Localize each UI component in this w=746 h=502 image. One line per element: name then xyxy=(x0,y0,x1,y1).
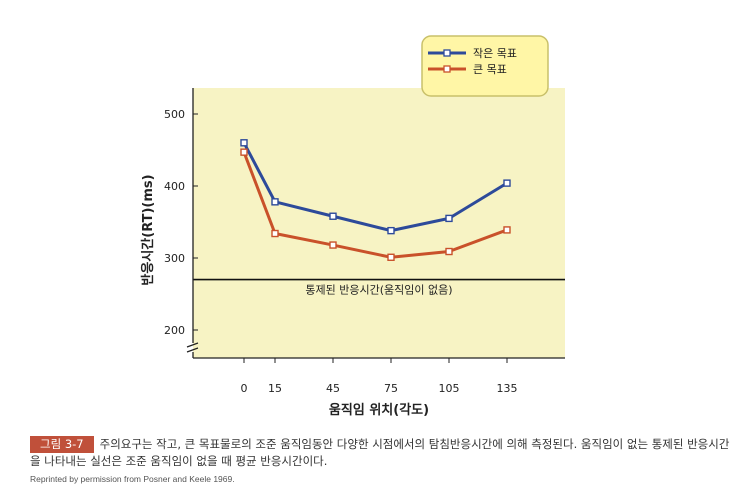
figure-label: 그림 3-7 xyxy=(30,436,94,453)
data-point xyxy=(445,214,453,223)
axis-break-mark xyxy=(186,342,199,353)
data-point xyxy=(271,229,279,238)
x-tick-label: 15 xyxy=(268,382,282,395)
y-axis-label: 반응시간(RT)(ms) xyxy=(140,174,156,285)
figure-caption: 그림 3-7 주의요구는 작고, 큰 목표물로의 조준 움직임동안 다양한 시점에… xyxy=(30,436,730,470)
legend-marker xyxy=(443,65,451,73)
data-point xyxy=(387,253,395,261)
reference-line-label: 통제된 반응시간(움직임이 없음) xyxy=(305,284,452,297)
x-tick-label: 0 xyxy=(241,382,248,395)
legend-label: 작은 목표 xyxy=(473,47,517,60)
x-tick-label: 105 xyxy=(439,382,460,395)
credit-text: Reprinted by permission from Posner and … xyxy=(30,474,235,484)
x-axis-label: 움직임 위치(각도) xyxy=(329,402,429,418)
y-tick-label: 200 xyxy=(164,324,185,337)
y-tick-label: 400 xyxy=(164,180,185,193)
data-point xyxy=(329,212,337,220)
legend-marker xyxy=(443,49,451,57)
data-point xyxy=(240,148,248,156)
data-point xyxy=(240,139,248,147)
plot-background xyxy=(193,88,565,358)
data-point xyxy=(271,198,279,206)
data-point xyxy=(445,247,453,256)
series-line-1 xyxy=(242,151,508,259)
x-tick-label: 75 xyxy=(384,382,398,395)
data-point xyxy=(387,226,395,235)
caption-text: 주의요구는 작고, 큰 목표물로의 조준 움직임동안 다양한 시점에서의 탐침반… xyxy=(30,437,730,468)
x-tick-label: 135 xyxy=(497,382,518,395)
axes: 200 300 400 500 0 15 45 75 105 135 xyxy=(164,88,565,395)
series-layer xyxy=(240,139,511,261)
y-tick-label: 500 xyxy=(164,108,185,121)
data-point xyxy=(503,226,511,234)
legend-box xyxy=(421,35,549,97)
data-point xyxy=(329,241,337,249)
series-line-0 xyxy=(242,142,508,233)
legend: 작은 목표큰 목표 xyxy=(421,35,549,97)
reference-line-group: 통제된 반응시간(움직임이 없음) xyxy=(193,278,565,297)
legend-label: 큰 목표 xyxy=(473,63,507,76)
y-tick-label: 300 xyxy=(164,252,185,265)
x-tick-label: 45 xyxy=(326,382,340,395)
data-point xyxy=(503,179,511,187)
